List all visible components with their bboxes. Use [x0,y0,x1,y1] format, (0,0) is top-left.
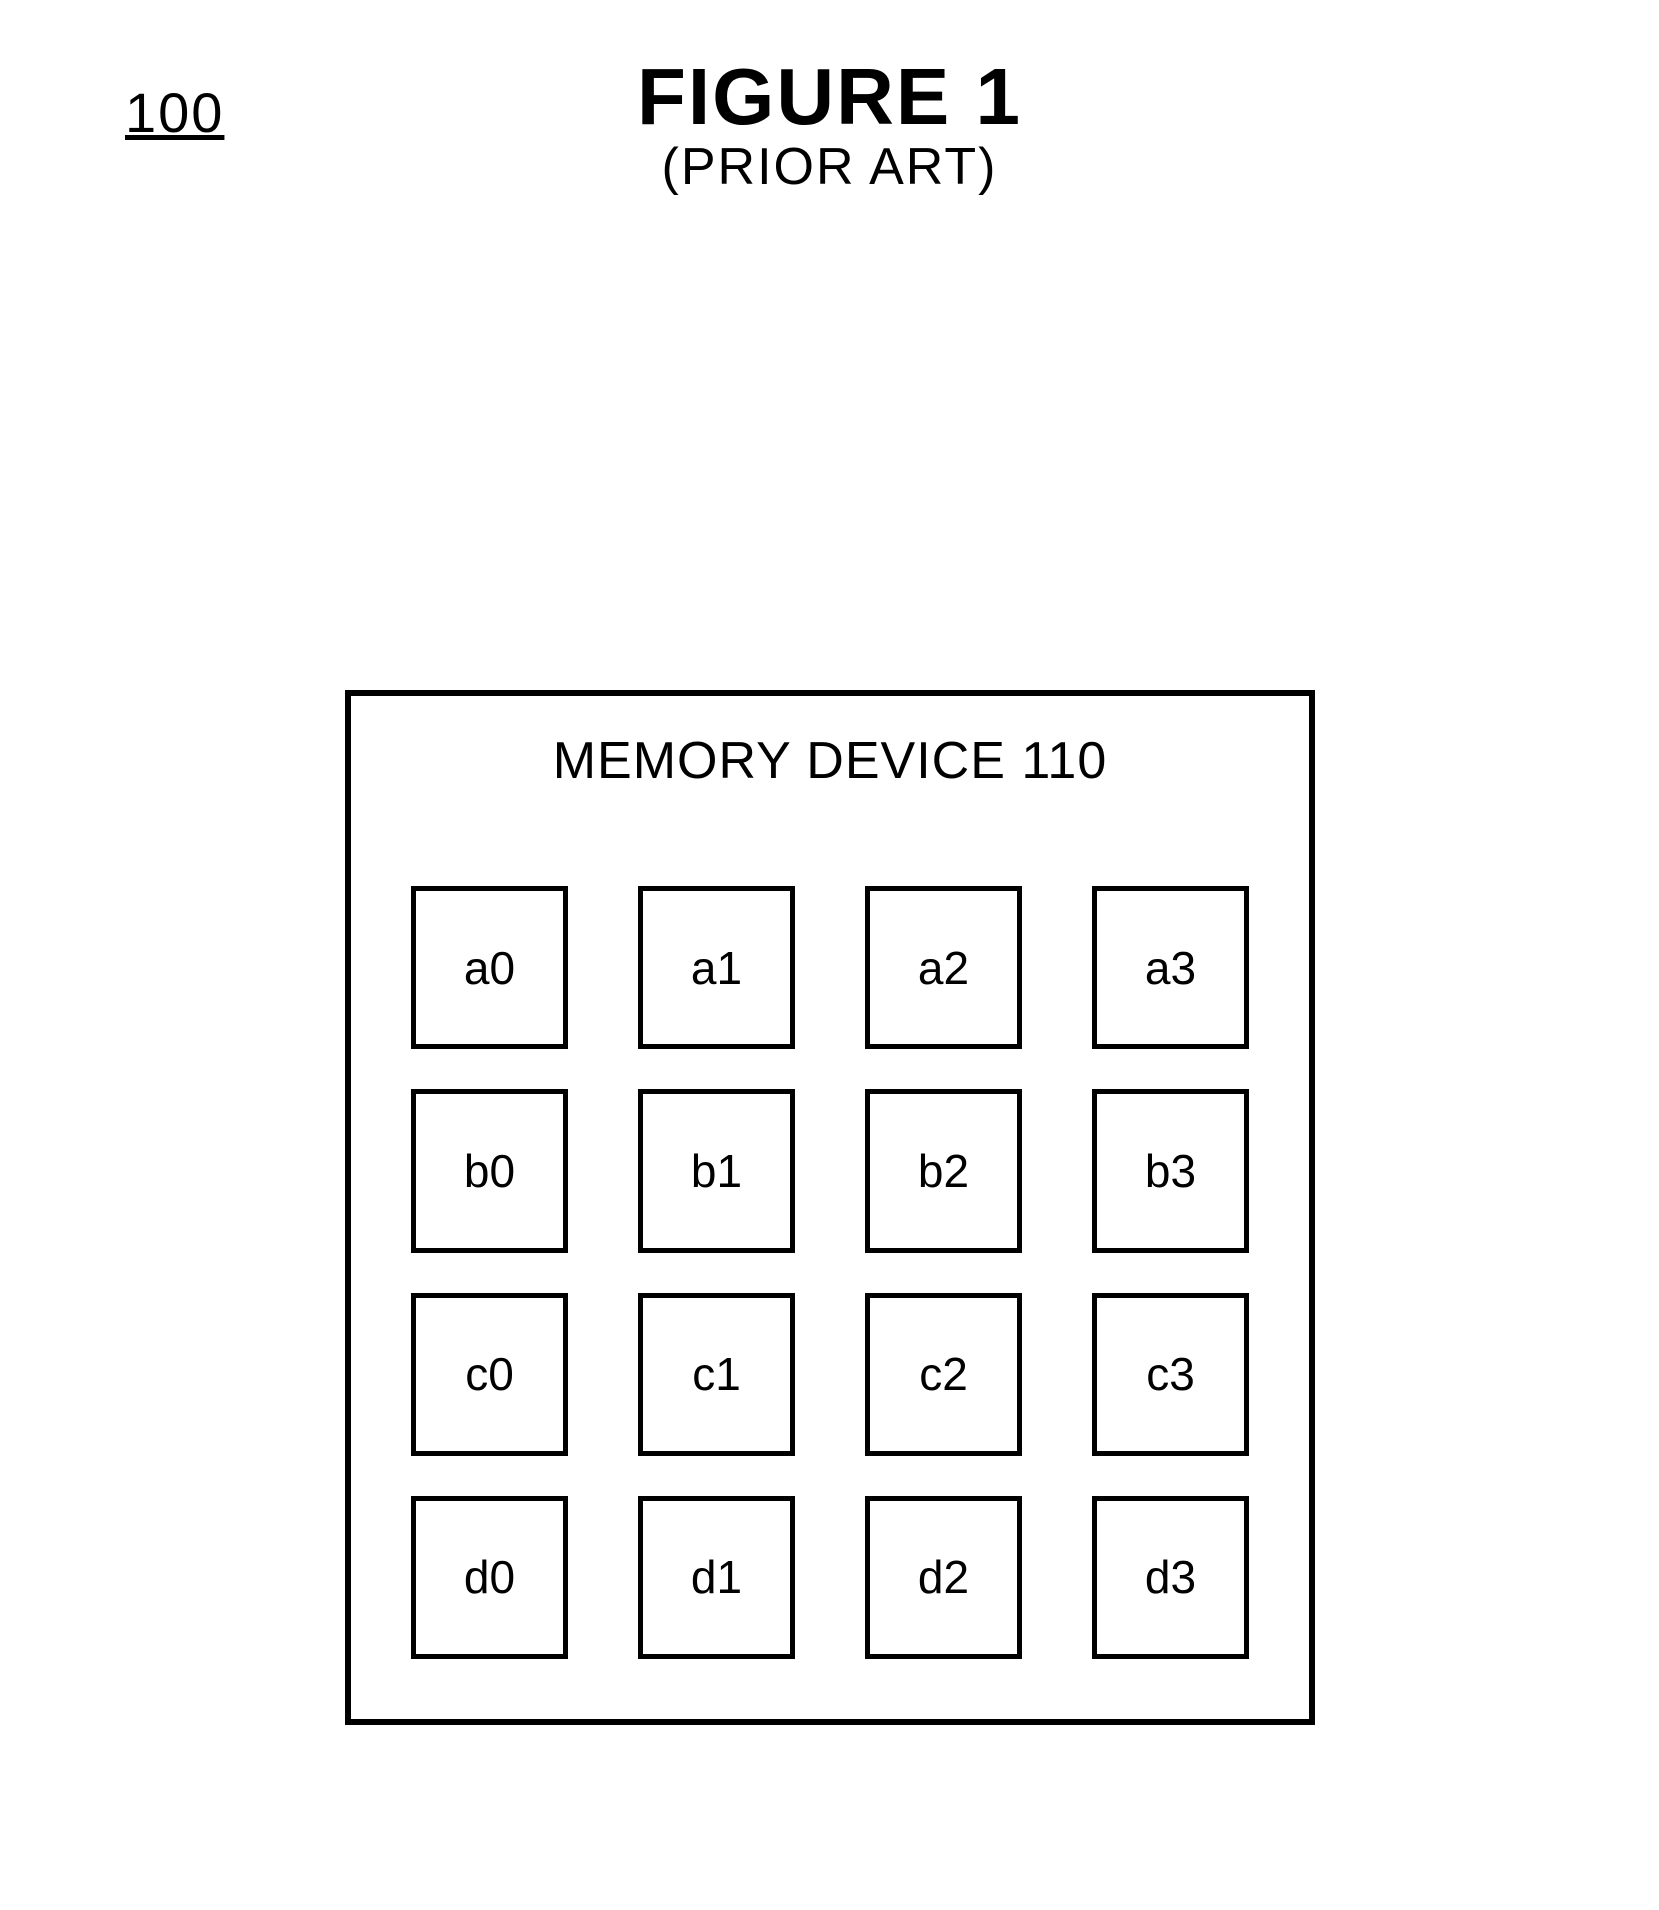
cell-b1: b1 [638,1089,795,1252]
memory-device-box: MEMORY DEVICE 110 a0 a1 a2 a3 b0 b1 b2 b… [345,690,1315,1725]
cell-b2: b2 [865,1089,1022,1252]
figure-title-block: FIGURE 1 (PRIOR ART) [0,55,1659,196]
figure-subtitle: (PRIOR ART) [0,139,1659,196]
cell-c1: c1 [638,1293,795,1456]
cell-d0: d0 [411,1496,568,1659]
cell-b0: b0 [411,1089,568,1252]
cell-d1: d1 [638,1496,795,1659]
memory-device-title: MEMORY DEVICE 110 [351,731,1309,791]
cell-a3: a3 [1092,886,1249,1049]
figure-page: 100 FIGURE 1 (PRIOR ART) MEMORY DEVICE 1… [0,0,1659,1910]
cell-d3: d3 [1092,1496,1249,1659]
cell-a1: a1 [638,886,795,1049]
cell-a0: a0 [411,886,568,1049]
cell-c3: c3 [1092,1293,1249,1456]
cell-c0: c0 [411,1293,568,1456]
cell-grid: a0 a1 a2 a3 b0 b1 b2 b3 c0 c1 c2 c3 d0 d… [411,886,1249,1659]
cell-c2: c2 [865,1293,1022,1456]
cell-b3: b3 [1092,1089,1249,1252]
cell-d2: d2 [865,1496,1022,1659]
figure-title: FIGURE 1 [0,55,1659,139]
cell-a2: a2 [865,886,1022,1049]
